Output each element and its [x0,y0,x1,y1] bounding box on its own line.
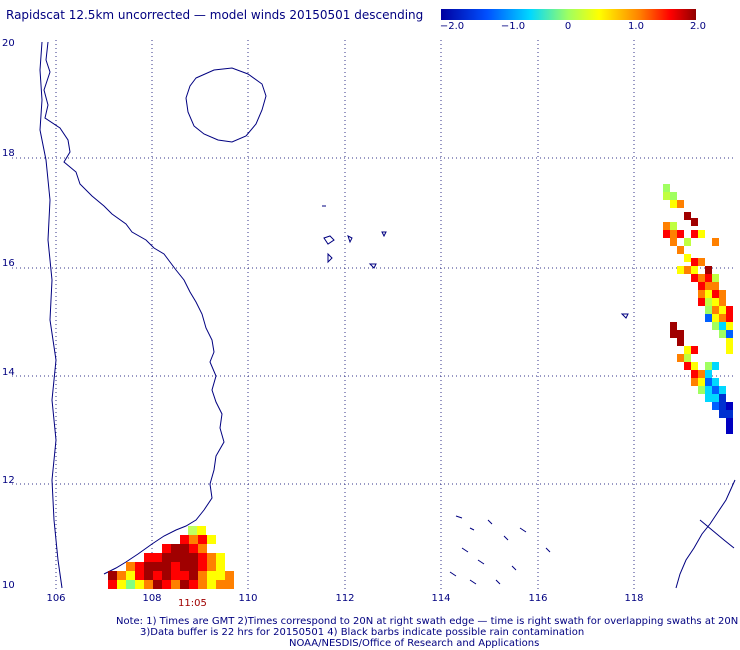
note-line-3: NOAA/NESDIS/Office of Research and Appli… [289,638,540,649]
wind-cells-east [663,184,733,434]
spratly-islands [449,515,551,585]
lat-label: 14 [2,367,15,378]
lat-label: 12 [2,475,15,486]
lat-label: 10 [2,580,15,591]
vietnam-border [39,41,63,589]
map-title: Rapidscat 12.5km uncorrected — model win… [6,8,424,22]
lon-label: 108 [142,593,162,604]
coastlines [39,41,736,589]
graticule [12,40,735,590]
lat-label: 16 [2,258,15,269]
colorbar-tick: −1.0 [500,21,526,32]
lon-label: 106 [46,593,66,604]
colorbar-tick: 2.0 [690,21,706,32]
hainan-coastline [185,67,267,143]
vietnam-coastline [43,41,225,575]
note-line-2: 3)Data buffer is 22 hrs for 20150501 4) … [140,627,585,638]
colorbar-tick: 0 [564,21,572,32]
lon-label: 116 [528,593,548,604]
lon-label: 118 [624,593,644,604]
lon-label: 114 [431,593,451,604]
lon-label: 112 [335,593,355,604]
lat-label: 18 [2,148,15,159]
paracel-islands [322,205,387,269]
swath-time-label: 11:05 [178,598,207,609]
scarborough-islet [620,313,629,319]
colorbar-tick: 1.0 [628,21,644,32]
colorbar [441,9,696,20]
philippines-coastline [675,479,736,589]
lon-label: 110 [238,593,258,604]
lat-label: 20 [2,38,15,49]
wind-cells-south [108,526,234,589]
note-line-1: Note: 1) Times are GMT 2)Times correspon… [116,616,739,627]
colorbar-tick: −2.0 [439,21,465,32]
